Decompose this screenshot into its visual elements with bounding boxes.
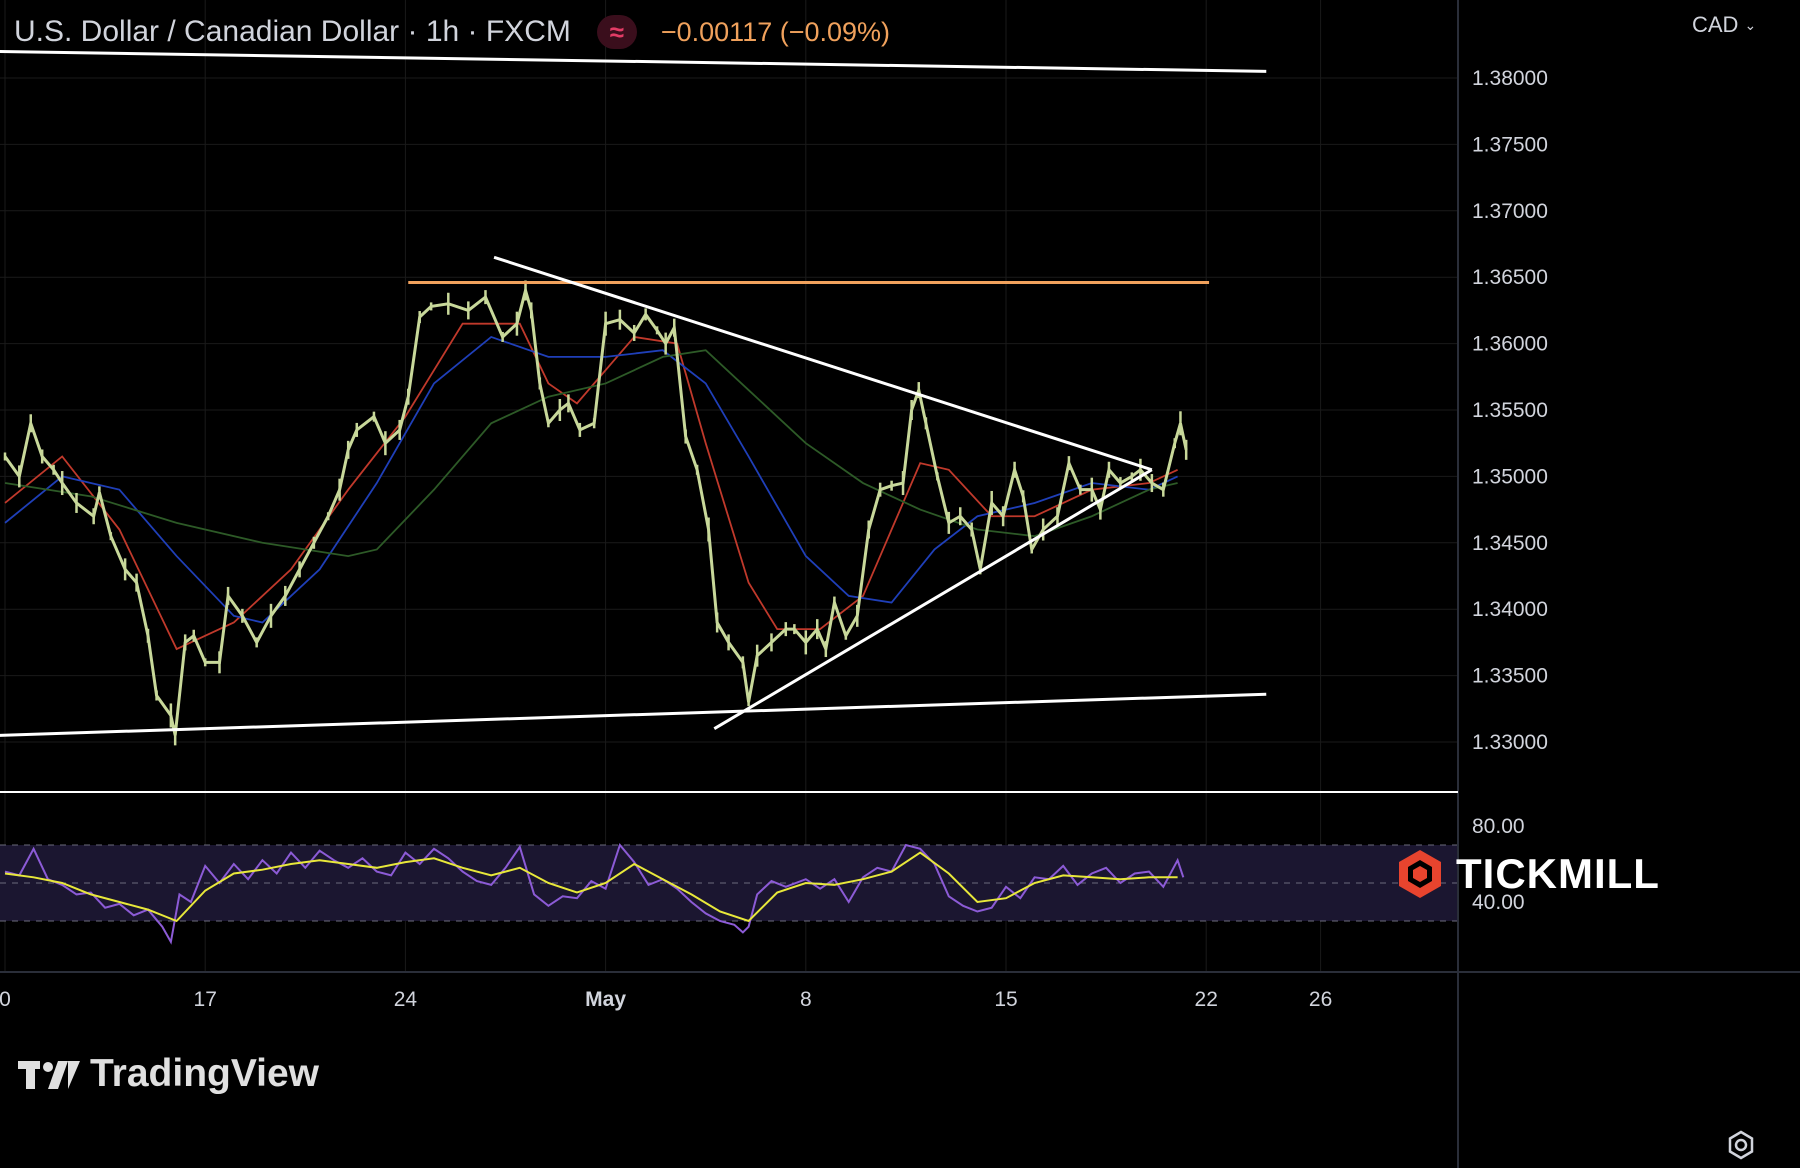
price-change: −0.00117 (−0.09%) [660, 16, 891, 47]
chevron-down-icon: ⌄ [1744, 16, 1757, 33]
currency-label: CAD [1692, 12, 1739, 37]
x-tick-label: 17 [194, 988, 217, 1011]
y-tick-label: 1.33500 [1472, 665, 1548, 688]
x-tick-label: 8 [800, 988, 812, 1011]
gear-icon[interactable] [1726, 1130, 1756, 1160]
y-tick-label: 1.36000 [1472, 333, 1548, 356]
tradingview-watermark: TradingView [18, 1052, 319, 1096]
drawn-trendlines [0, 49, 1267, 737]
triangle-upper-line [493, 255, 1153, 472]
tickmill-logo: TICKMILL [1396, 848, 1660, 900]
tradingview-icon [18, 1061, 80, 1089]
tickmill-wordmark: TICKMILL [1456, 850, 1660, 897]
rsi-tick-label: 80.00 [1472, 815, 1525, 838]
y-tick-label: 1.34000 [1472, 598, 1548, 621]
x-tick-label: 0 [0, 988, 11, 1011]
price-line [3, 284, 1188, 736]
y-tick-label: 1.35000 [1472, 465, 1548, 488]
rsi-signal-line [4, 851, 1178, 923]
x-tick-label: 22 [1195, 988, 1218, 1011]
chart-header: U.S. Dollar / Canadian Dollar · 1h · FXC… [14, 12, 890, 52]
lower-channel-line [0, 692, 1267, 737]
y-tick-label: 1.35500 [1472, 399, 1548, 422]
y-tick-label: 1.34500 [1472, 532, 1548, 555]
x-tick-label: 26 [1309, 988, 1332, 1011]
tickmill-hexagon-icon [1399, 850, 1441, 898]
rsi-tick-label: 40.00 [1472, 891, 1525, 914]
upper-channel-line [0, 49, 1267, 73]
y-tick-label: 1.38000 [1472, 67, 1548, 90]
triangle-lower-line [713, 468, 1153, 731]
y-tick-label: 1.37500 [1472, 133, 1548, 156]
currency-selector[interactable]: CAD ⌄ [1692, 10, 1756, 40]
y-tick-label: 1.37000 [1472, 200, 1548, 223]
ma-slow-line [4, 349, 1178, 557]
approx-icon[interactable]: ≈ [596, 15, 637, 49]
y-tick-label: 1.33000 [1472, 731, 1548, 754]
y-tick-label: 1.36500 [1472, 266, 1548, 289]
ma-mid-line [4, 335, 1178, 624]
x-tick-label: 15 [994, 988, 1017, 1011]
price-series [3, 280, 1188, 746]
x-tick-label: 24 [394, 988, 418, 1011]
x-tick-label: May [585, 988, 626, 1011]
rsi-panel [0, 842, 1458, 945]
tradingview-wordmark: TradingView [90, 1052, 320, 1095]
symbol-title[interactable]: U.S. Dollar / Canadian Dollar · 1h · FXC… [14, 15, 571, 48]
